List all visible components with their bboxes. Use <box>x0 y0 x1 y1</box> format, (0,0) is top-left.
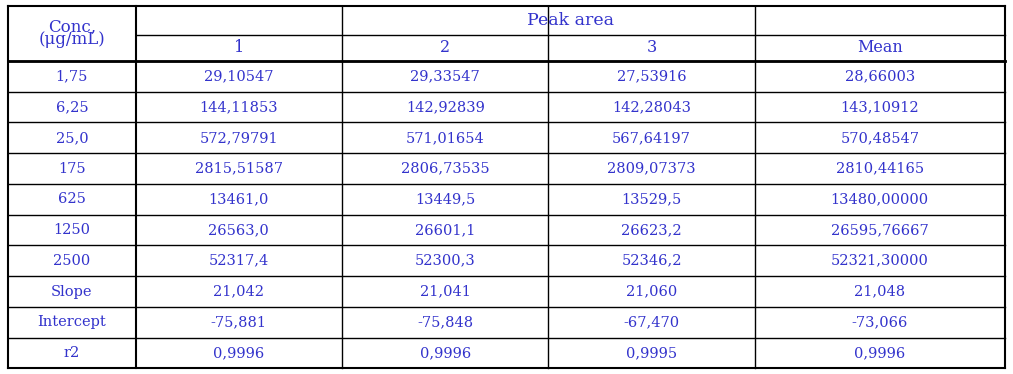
Text: 0,9995: 0,9995 <box>626 346 677 360</box>
Text: -75,881: -75,881 <box>211 315 266 329</box>
Text: 13529,5: 13529,5 <box>621 192 682 206</box>
Text: 13449,5: 13449,5 <box>415 192 475 206</box>
Text: Conc,: Conc, <box>48 19 96 36</box>
Text: 2: 2 <box>440 39 450 56</box>
Text: 21,042: 21,042 <box>214 285 264 298</box>
Text: 144,11853: 144,11853 <box>200 100 279 114</box>
Text: 175: 175 <box>58 162 86 175</box>
Text: 29,10547: 29,10547 <box>204 69 274 83</box>
Text: 2809,07373: 2809,07373 <box>607 162 696 175</box>
Text: 2810,44165: 2810,44165 <box>836 162 924 175</box>
Text: 26623,2: 26623,2 <box>621 223 682 237</box>
Text: Peak area: Peak area <box>527 12 614 29</box>
Text: Slope: Slope <box>51 285 92 298</box>
Text: 21,041: 21,041 <box>419 285 471 298</box>
Text: 27,53916: 27,53916 <box>617 69 687 83</box>
Text: -73,066: -73,066 <box>852 315 908 329</box>
Text: 13480,00000: 13480,00000 <box>831 192 929 206</box>
Text: 1,75: 1,75 <box>56 69 88 83</box>
Text: 26601,1: 26601,1 <box>415 223 475 237</box>
Text: Mean: Mean <box>857 39 903 56</box>
Text: 2806,73535: 2806,73535 <box>401 162 489 175</box>
Text: 21,060: 21,060 <box>626 285 677 298</box>
Text: 571,01654: 571,01654 <box>406 131 484 145</box>
Text: 567,64197: 567,64197 <box>612 131 691 145</box>
Text: 2815,51587: 2815,51587 <box>194 162 283 175</box>
Text: 26563,0: 26563,0 <box>209 223 269 237</box>
Text: 143,10912: 143,10912 <box>841 100 919 114</box>
Text: 26595,76667: 26595,76667 <box>831 223 929 237</box>
Text: 142,28043: 142,28043 <box>612 100 691 114</box>
Text: 28,66003: 28,66003 <box>845 69 915 83</box>
Text: 0,9996: 0,9996 <box>419 346 471 360</box>
Text: 13461,0: 13461,0 <box>209 192 269 206</box>
Text: 52300,3: 52300,3 <box>414 254 475 268</box>
Text: 1250: 1250 <box>54 223 90 237</box>
Text: Intercept: Intercept <box>37 315 106 329</box>
Text: 6,25: 6,25 <box>56 100 88 114</box>
Text: 52346,2: 52346,2 <box>621 254 682 268</box>
Text: 29,33547: 29,33547 <box>410 69 480 83</box>
Text: 142,92839: 142,92839 <box>406 100 484 114</box>
Text: -75,848: -75,848 <box>417 315 473 329</box>
Text: 572,79791: 572,79791 <box>200 131 279 145</box>
Text: 52317,4: 52317,4 <box>209 254 269 268</box>
Text: 625: 625 <box>58 192 86 206</box>
Text: 52321,30000: 52321,30000 <box>831 254 929 268</box>
Text: 21,048: 21,048 <box>854 285 906 298</box>
Text: -67,470: -67,470 <box>623 315 680 329</box>
Text: 3: 3 <box>646 39 656 56</box>
Text: 2500: 2500 <box>54 254 90 268</box>
Text: 570,48547: 570,48547 <box>841 131 920 145</box>
Text: r2: r2 <box>64 346 80 360</box>
Text: 0,9996: 0,9996 <box>854 346 906 360</box>
Text: (μg/mL): (μg/mL) <box>38 31 105 48</box>
Text: 0,9996: 0,9996 <box>213 346 264 360</box>
Text: 1: 1 <box>234 39 244 56</box>
Text: 25,0: 25,0 <box>56 131 88 145</box>
